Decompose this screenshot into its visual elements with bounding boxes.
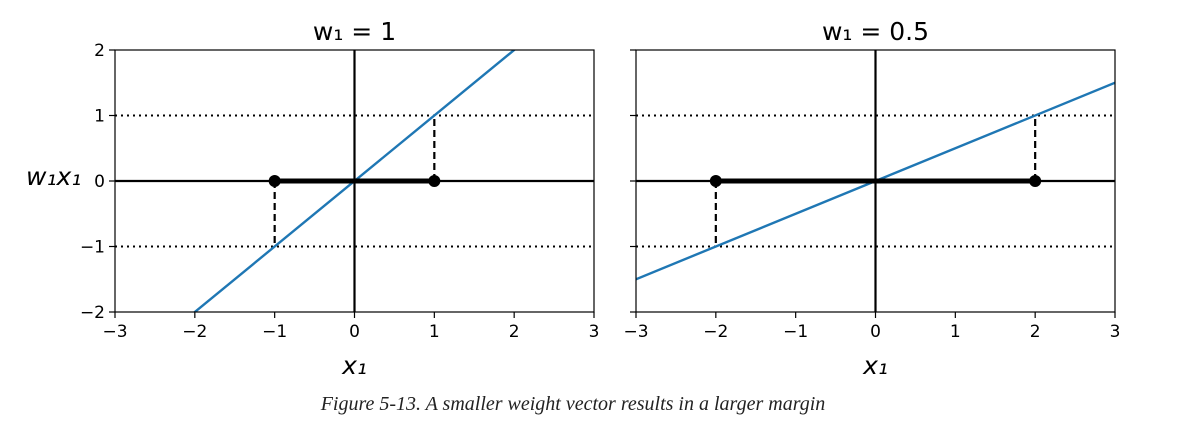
x-tick-label: −2 (703, 322, 728, 342)
y-tick-label: 2 (94, 41, 105, 61)
y-axis-label: w₁x₁ (26, 162, 81, 191)
x-tick-label: −1 (783, 322, 808, 342)
y-tick-label: 0 (94, 172, 105, 192)
margin-point (428, 175, 441, 187)
x-tick-label: −1 (262, 322, 287, 342)
x-tick-label: 2 (509, 322, 520, 342)
x-tick-label: 1 (429, 322, 440, 342)
x-tick-label: 0 (870, 322, 881, 342)
margin-point (268, 175, 281, 187)
x-axis-label: x₁ (341, 351, 367, 380)
y-tick-label: −1 (80, 238, 105, 258)
y-tick-label: 1 (94, 107, 105, 127)
chart-title: w₁ = 0.5 (822, 17, 929, 46)
x-tick-label: 2 (1030, 322, 1041, 342)
x-tick-label: 3 (1110, 322, 1121, 342)
figure-caption: Figure 5-13. A smaller weight vector res… (320, 393, 826, 415)
x-tick-label: −3 (623, 322, 648, 342)
margin-point (709, 175, 722, 187)
x-tick-label: −2 (182, 322, 207, 342)
x-tick-label: 0 (349, 322, 360, 342)
x-axis-label: x₁ (862, 351, 888, 380)
x-tick-label: −3 (102, 322, 127, 342)
chart-panel-2: −3 −2 −1 0 1 2 3 w₁ = 0.5 x₁ (623, 17, 1120, 380)
chart-title: w₁ = 1 (313, 17, 396, 46)
y-tick-label: −2 (80, 303, 105, 323)
margin-point (1029, 175, 1042, 187)
x-tick-label: 3 (589, 322, 600, 342)
x-tick-label: 1 (950, 322, 961, 342)
